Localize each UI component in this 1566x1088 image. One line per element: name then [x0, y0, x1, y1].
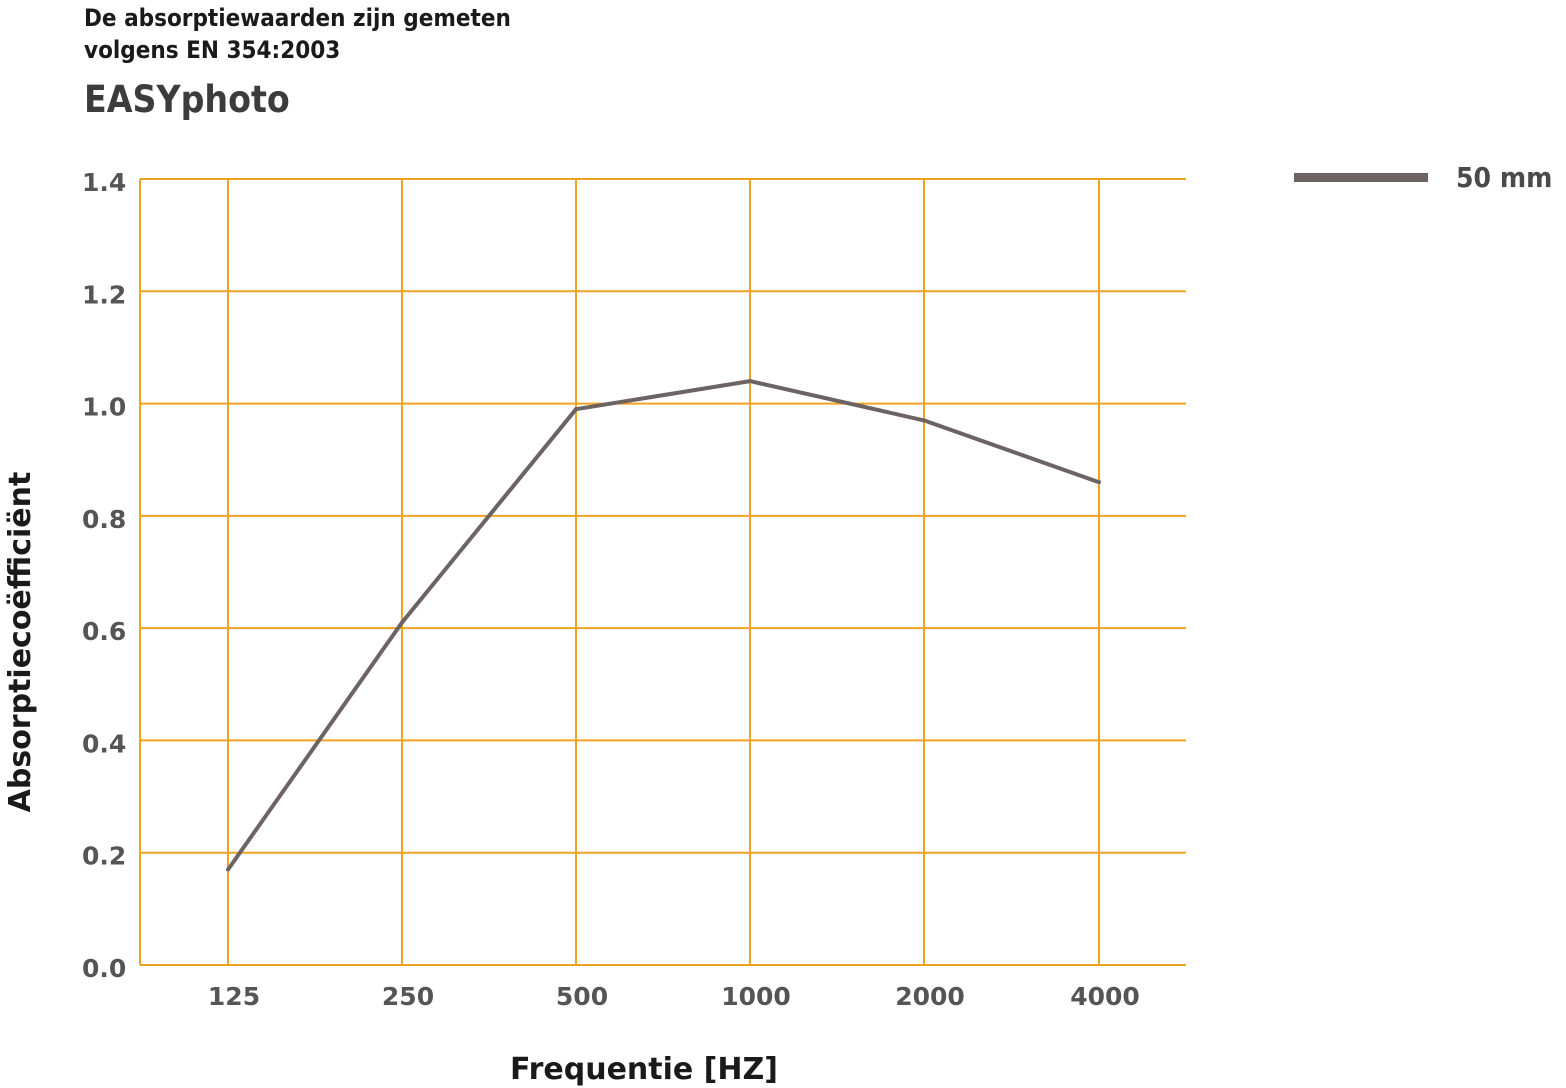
measurement-note: De absorptiewaarden zijn gemeten volgens…: [84, 2, 511, 66]
y-tick-label: 1.0: [82, 393, 126, 422]
data-point: [1097, 480, 1101, 485]
y-tick-label: 0.2: [82, 842, 126, 871]
legend-line-swatch: [1294, 173, 1428, 182]
series-line-50mm: [226, 379, 1100, 871]
y-tick-label: 1.4: [82, 168, 126, 197]
y-tick-label: 0.8: [82, 505, 126, 534]
note-line-1: De absorptiewaarden zijn gemeten: [84, 4, 511, 32]
x-tick-label: 1000: [721, 982, 791, 1011]
y-tick-label: 0.4: [82, 729, 126, 758]
note-line-2: volgens EN 354:2003: [84, 36, 341, 64]
x-tick-label: 500: [556, 982, 608, 1011]
data-point: [922, 418, 926, 423]
data-point: [748, 379, 752, 384]
y-tick-label: 0.6: [82, 617, 126, 646]
legend-label: 50 mm: [1456, 161, 1553, 194]
y-tick-label: 1.2: [82, 280, 126, 309]
y-axis-label: Absorptiecoëfficiënt: [3, 472, 38, 813]
data-point: [226, 867, 230, 872]
x-axis-label: Frequentie [HZ]: [510, 1052, 778, 1087]
data-point: [400, 620, 404, 625]
x-tick-label: 4000: [1070, 982, 1140, 1011]
y-tick-label: 0.0: [82, 954, 126, 983]
data-point: [574, 407, 578, 412]
x-tick-label: 250: [382, 982, 434, 1011]
x-tick-label: 125: [208, 982, 260, 1011]
chart-title: EASYphoto: [84, 78, 290, 121]
x-tick-label: 2000: [895, 982, 965, 1011]
